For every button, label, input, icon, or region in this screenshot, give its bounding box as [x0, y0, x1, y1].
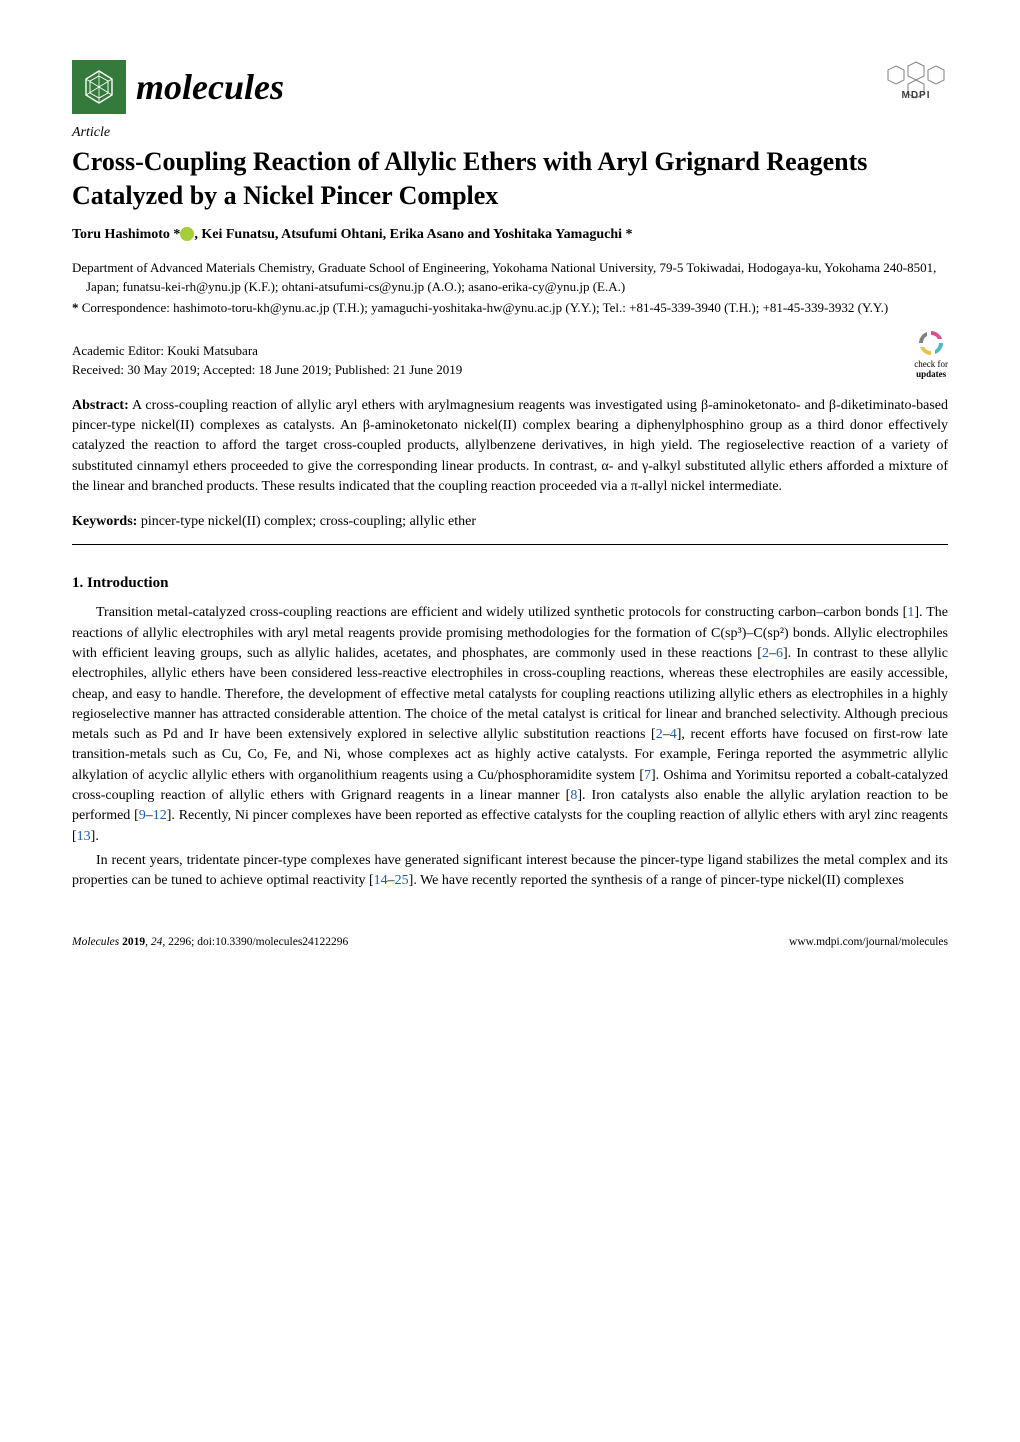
- journal-name: molecules: [136, 63, 284, 112]
- svg-text:MDPI: MDPI: [902, 90, 931, 100]
- ref-6[interactable]: 6: [776, 646, 783, 661]
- author-1: Toru Hashimoto *: [72, 227, 180, 242]
- ref-13[interactable]: 13: [77, 829, 91, 844]
- section-1-para-2: In recent years, tridentate pincer-type …: [72, 851, 948, 892]
- divider: [72, 544, 948, 545]
- ref-4[interactable]: 4: [670, 727, 677, 742]
- section-1-para-1: Transition metal-catalyzed cross-couplin…: [72, 603, 948, 847]
- ref-9[interactable]: 9: [139, 808, 146, 823]
- correspondence-text: Correspondence: hashimoto-toru-kh@ynu.ac…: [82, 300, 888, 315]
- ref-2b[interactable]: 2: [656, 727, 663, 742]
- article-title: Cross-Coupling Reaction of Allylic Ether…: [72, 145, 948, 213]
- correspondence: * Correspondence: hashimoto-toru-kh@ynu.…: [72, 299, 948, 318]
- ref-14[interactable]: 14: [374, 873, 388, 888]
- abstract-label: Abstract:: [72, 398, 129, 413]
- article-type: Article: [72, 124, 948, 143]
- journal-logo: molecules: [72, 60, 284, 114]
- mdpi-logo: MDPI: [884, 60, 948, 100]
- ref-7[interactable]: 7: [644, 768, 651, 783]
- footer: Molecules 2019, 24, 2296; doi:10.3390/mo…: [72, 935, 948, 951]
- abstract-text: A cross-coupling reaction of allylic ary…: [72, 398, 948, 494]
- editor-dates: Academic Editor: Kouki Matsubara Receive…: [72, 342, 462, 380]
- ref-25[interactable]: 25: [395, 873, 409, 888]
- header: molecules MDPI: [72, 60, 948, 114]
- affiliation: Department of Advanced Materials Chemist…: [72, 259, 948, 297]
- editor-line: Academic Editor: Kouki Matsubara: [72, 342, 462, 361]
- ref-12[interactable]: 12: [153, 808, 167, 823]
- check-for-updates[interactable]: check for updates: [914, 328, 948, 380]
- authors-rest: , Kei Funatsu, Atsufumi Ohtani, Erika As…: [194, 227, 632, 242]
- correspondence-star: *: [72, 300, 79, 315]
- dates-row: Academic Editor: Kouki Matsubara Receive…: [72, 328, 948, 380]
- orcid-icon[interactable]: [180, 227, 194, 241]
- keywords-text: pincer-type nickel(II) complex; cross-co…: [137, 514, 476, 529]
- keywords-label: Keywords:: [72, 514, 137, 529]
- ref-2[interactable]: 2: [762, 646, 769, 661]
- footer-left: Molecules 2019, 24, 2296; doi:10.3390/mo…: [72, 935, 348, 951]
- footer-right[interactable]: www.mdpi.com/journal/molecules: [789, 935, 948, 951]
- check-updates-icon: [916, 328, 946, 358]
- keywords: Keywords: pincer-type nickel(II) complex…: [72, 513, 948, 532]
- abstract: Abstract: A cross-coupling reaction of a…: [72, 396, 948, 497]
- authors: Toru Hashimoto * , Kei Funatsu, Atsufumi …: [72, 226, 948, 245]
- check-updates-label2: updates: [914, 370, 948, 380]
- dates-line: Received: 30 May 2019; Accepted: 18 June…: [72, 361, 462, 380]
- section-1-heading: 1. Introduction: [72, 573, 948, 593]
- journal-hex-icon: [72, 60, 126, 114]
